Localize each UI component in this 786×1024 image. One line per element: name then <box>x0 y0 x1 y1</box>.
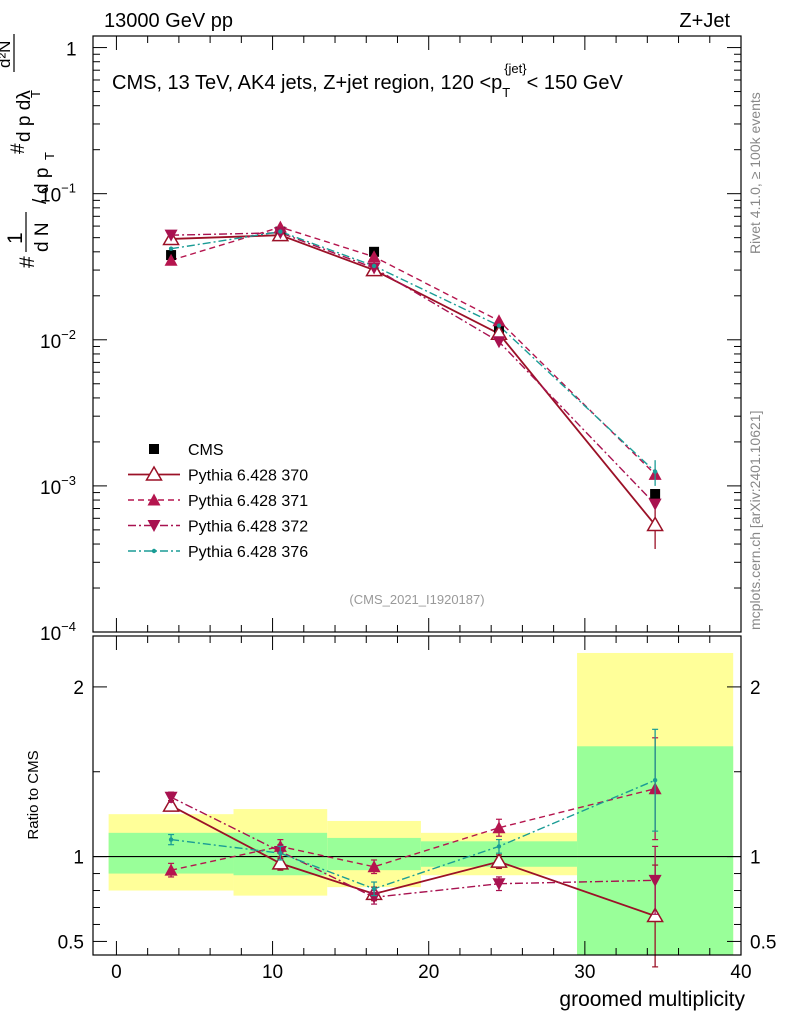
ratio-point-p370 <box>162 796 180 812</box>
xtick-label: 0 <box>111 962 122 983</box>
ytick-exp: −1 <box>61 181 76 196</box>
main-ytick-label: 10−4 <box>40 619 76 645</box>
ratio-point-p376 <box>652 778 658 783</box>
legend-marker-p376 <box>151 548 157 554</box>
ratio-point-p372 <box>492 878 506 891</box>
ylabel-one: 1 <box>4 232 27 244</box>
point-p371 <box>367 250 381 263</box>
legend-marker-cms <box>149 444 159 454</box>
rivet-label: Rivet 4.1.0, ≥ 100k events <box>747 92 763 254</box>
main-series-layer <box>162 220 664 549</box>
ratio-point-p370 <box>271 854 290 870</box>
point-p376 <box>278 229 283 234</box>
xtick-label: 20 <box>418 962 439 983</box>
ylabel-dpt: d p <box>32 168 53 194</box>
analysis-watermark: (CMS_2021_I1920187) <box>349 592 484 607</box>
legend-marker-p370 <box>145 465 163 481</box>
chart-title: CMS, 13 TeV, AK4 jets, Z+jet region, 120… <box>112 61 623 100</box>
ratio-ytick-label-right: 2 <box>750 678 761 699</box>
ylabel-d2n: d²N <box>0 41 14 68</box>
main-ytick-label: 10−3 <box>40 473 76 499</box>
ratio-ylabel: Ratio to CMS <box>25 750 42 839</box>
main-ytick-label: 10−1 <box>40 181 76 207</box>
ylabel-slash: / <box>30 198 51 204</box>
mcplots-label: mcplots.cern.ch [arXiv:2401.10621] <box>747 411 763 630</box>
xtick-label: 40 <box>730 962 751 983</box>
main-ylabel: # 1 d N / d p T # d p dλ T d²N <box>0 34 57 268</box>
main-frame: 110−110−210−310−4 <box>40 35 742 645</box>
ytick-exp: −3 <box>61 473 76 488</box>
ratio-ytick-label-right: 0.5 <box>750 932 776 953</box>
ratio-point-p376 <box>371 886 377 892</box>
ylabel-t2: T <box>28 90 43 98</box>
point-p372 <box>164 229 178 242</box>
legend-label-p372: Pythia 6.428 372 <box>188 519 308 536</box>
point-p376 <box>168 246 174 251</box>
ratio-point-p371 <box>492 821 506 834</box>
main-plot-frame <box>92 35 742 633</box>
point-cms <box>650 489 661 500</box>
point-p376 <box>496 323 502 328</box>
ratio-point-p370 <box>646 906 664 923</box>
ytick-base: 1 <box>66 40 77 61</box>
ratio-point-p372 <box>367 891 381 904</box>
ylabel-dn: d N <box>32 222 53 252</box>
legend-label-p370: Pythia 6.428 370 <box>188 468 308 485</box>
ratio-point-p376 <box>168 837 174 842</box>
ylabel-t1: T <box>42 152 57 160</box>
ratio-line-p371 <box>170 788 656 871</box>
legend-label-p376: Pythia 6.428 376 <box>188 544 308 561</box>
main-ytick-label: 10−2 <box>40 327 76 353</box>
legend-label-p371: Pythia 6.428 371 <box>188 493 308 510</box>
ratio-point-p371 <box>367 860 381 873</box>
ytick-base: 10 <box>40 478 61 499</box>
ytick-base: 10 <box>40 186 61 207</box>
ratio-plot-frame <box>92 635 742 956</box>
legend: CMS Pythia 6.428 370 Pythia 6.428 371 Pythi… <box>128 442 308 561</box>
ytick-base: 10 <box>40 332 61 353</box>
ylabel-hash2: # <box>8 143 29 154</box>
point-p372 <box>492 336 506 349</box>
ratio-ytick-label-right: 1 <box>750 848 761 869</box>
ratio-point-p376 <box>278 850 283 856</box>
ratio-point-p371 <box>164 863 178 876</box>
ratio-ytick-label: 0.5 <box>58 932 84 953</box>
ylabel-dptdl: d p dλ <box>14 90 35 142</box>
point-p371 <box>492 314 506 327</box>
ratio-ytick-label: 1 <box>73 848 84 869</box>
point-p376 <box>371 263 377 269</box>
header-right: Z+Jet <box>679 10 730 32</box>
ratio-point-p372 <box>164 791 178 804</box>
ratio-point-p376 <box>496 844 502 849</box>
ratio-ytick-label: 2 <box>73 678 84 699</box>
ytick-exp: −2 <box>61 327 76 342</box>
ratio-frame: 0.5 0.51 12 20 10 20 30 40 <box>58 635 776 983</box>
legend-marker-p371 <box>147 493 161 506</box>
legend-marker-p372 <box>147 520 161 532</box>
ratio-point-p370 <box>490 852 508 868</box>
ylabel-hash1: # <box>16 256 39 268</box>
main-ytick-label: 1 <box>66 40 77 61</box>
series-line-p372 <box>171 232 656 505</box>
point-p372 <box>648 498 662 511</box>
ratio-series-layer <box>162 728 664 968</box>
point-p371 <box>164 253 178 266</box>
header-left: 13000 GeV pp <box>104 10 233 32</box>
point-p370 <box>646 515 664 532</box>
point-p372 <box>367 262 381 275</box>
xlabel: groomed multiplicity <box>559 988 745 1011</box>
legend-label-cms: CMS <box>188 442 224 459</box>
ratio-point-p372 <box>648 874 662 887</box>
ratio-bands <box>93 652 741 955</box>
ytick-exp: −4 <box>61 619 76 634</box>
xtick-label: 30 <box>574 962 595 983</box>
point-p376 <box>652 469 658 474</box>
ytick-base: 10 <box>40 624 61 645</box>
xtick-label: 10 <box>262 962 283 983</box>
